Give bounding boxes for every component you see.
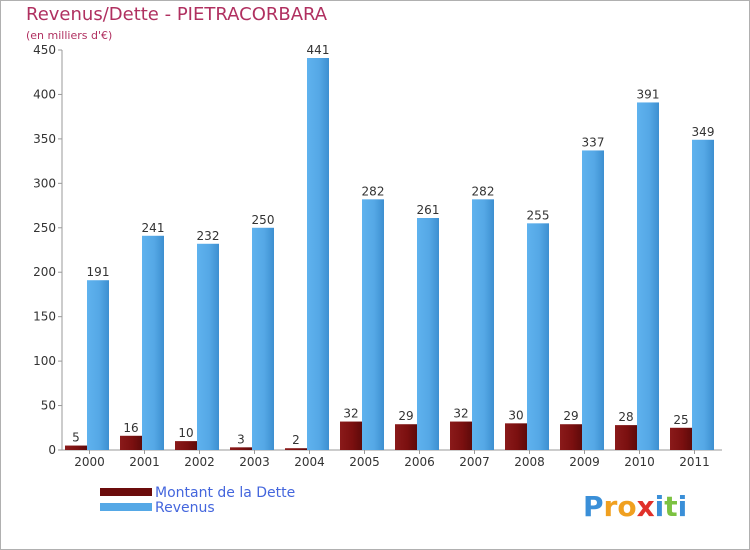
data-label-revenus: 337	[582, 135, 605, 149]
x-tick-label: 2002	[184, 455, 215, 469]
x-tick-label: 2003	[239, 455, 270, 469]
y-tick-label: 400	[33, 87, 56, 101]
data-label-dette: 16	[123, 421, 138, 435]
x-axis: 2000 2001 2002 2003 2004 2005 2006 2007 2008 2009…	[62, 449, 722, 469]
data-label-revenus: 349	[692, 125, 715, 139]
data-label-revenus: 441	[307, 43, 330, 57]
bar-dette	[65, 445, 87, 450]
bar-dette	[285, 448, 307, 450]
bar-dette	[450, 421, 472, 450]
bar-revenus	[362, 199, 384, 450]
bar-dette	[505, 423, 527, 450]
x-tick-label: 2008	[514, 455, 545, 469]
bar-dette	[230, 447, 252, 450]
bar-dette	[615, 425, 637, 450]
bar-revenus	[252, 227, 274, 450]
data-label-dette: 2	[292, 433, 300, 447]
x-tick-label: 2010	[624, 455, 655, 469]
x-tick-label: 2004	[294, 455, 325, 469]
proxiti-logo: Proxiti	[583, 490, 687, 523]
chart-title: Revenus/Dette - PIETRACORBARA	[26, 4, 328, 25]
data-label-dette: 32	[343, 407, 358, 421]
legend-label-revenus: Revenus	[155, 500, 215, 516]
bars: 5 191 16 241 10 232 3 250 2 441 32 282 29 261 32 282 30 2…	[65, 43, 714, 450]
bar-dette	[175, 441, 197, 450]
y-tick-label: 0	[48, 443, 56, 457]
data-label-revenus: 232	[197, 229, 220, 243]
bar-revenus	[692, 139, 714, 450]
x-tick-label: 2005	[349, 455, 380, 469]
data-label-revenus: 241	[142, 221, 165, 235]
bar-revenus	[307, 58, 329, 450]
logo-letter-i2: i	[678, 490, 688, 523]
svg-text:Proxiti: Proxiti	[583, 490, 687, 523]
data-label-revenus: 391	[637, 87, 660, 101]
x-tick-label: 2009	[569, 455, 600, 469]
data-label-revenus: 282	[362, 184, 385, 198]
data-label-revenus: 282	[472, 184, 495, 198]
y-tick-label: 100	[33, 354, 56, 368]
y-tick-label: 350	[33, 132, 56, 146]
data-label-dette: 25	[673, 413, 688, 427]
chart-subtitle: (en milliers d'€)	[26, 29, 113, 42]
bar-dette	[340, 421, 362, 450]
bar-revenus	[527, 223, 549, 450]
bar-revenus	[582, 150, 604, 450]
logo-letter-o: o	[617, 490, 636, 523]
data-label-dette: 29	[398, 409, 413, 423]
y-tick-label: 150	[33, 310, 56, 324]
data-label-revenus: 250	[252, 213, 275, 227]
data-label-dette: 5	[72, 431, 80, 445]
legend-swatch-dette	[100, 488, 152, 496]
bar-dette	[395, 424, 417, 450]
y-tick-label: 250	[33, 221, 56, 235]
bar-revenus	[417, 218, 439, 450]
data-label-dette: 10	[178, 426, 193, 440]
x-tick-label: 2011	[679, 455, 710, 469]
logo-letter-x: x	[637, 490, 655, 523]
logo-letter-i1: i	[655, 490, 665, 523]
legend-label-dette: Montant de la Dette	[155, 485, 296, 501]
y-tick-label: 300	[33, 176, 56, 190]
legend-swatch-revenus	[100, 503, 152, 511]
data-label-dette: 29	[563, 409, 578, 423]
x-tick-label: 2001	[129, 455, 160, 469]
x-tick-label: 2000	[74, 455, 105, 469]
data-label-revenus: 191	[87, 265, 110, 279]
data-label-dette: 3	[237, 432, 245, 446]
bar-revenus	[142, 235, 164, 450]
logo-letter-t: t	[664, 490, 677, 523]
y-tick-label: 450	[33, 43, 56, 57]
logo-letter-r: r	[604, 490, 618, 523]
bar-dette	[670, 427, 692, 450]
bar-revenus	[637, 102, 659, 450]
data-label-dette: 32	[453, 407, 468, 421]
bar-dette	[560, 424, 582, 450]
data-label-dette: 30	[508, 408, 523, 422]
data-label-revenus: 255	[527, 208, 550, 222]
x-tick-label: 2006	[404, 455, 435, 469]
data-label-dette: 28	[618, 410, 633, 424]
bar-revenus	[87, 280, 109, 450]
y-tick-label: 200	[33, 265, 56, 279]
y-axis: 0 50 100 150 200 250 300 350 400 450	[33, 43, 63, 457]
bar-revenus	[472, 199, 494, 450]
data-label-revenus: 261	[417, 203, 440, 217]
bar-dette	[120, 435, 142, 450]
y-tick-label: 50	[41, 399, 56, 413]
logo-letter-p: P	[583, 490, 604, 523]
bar-revenus	[197, 243, 219, 450]
x-tick-label: 2007	[459, 455, 490, 469]
